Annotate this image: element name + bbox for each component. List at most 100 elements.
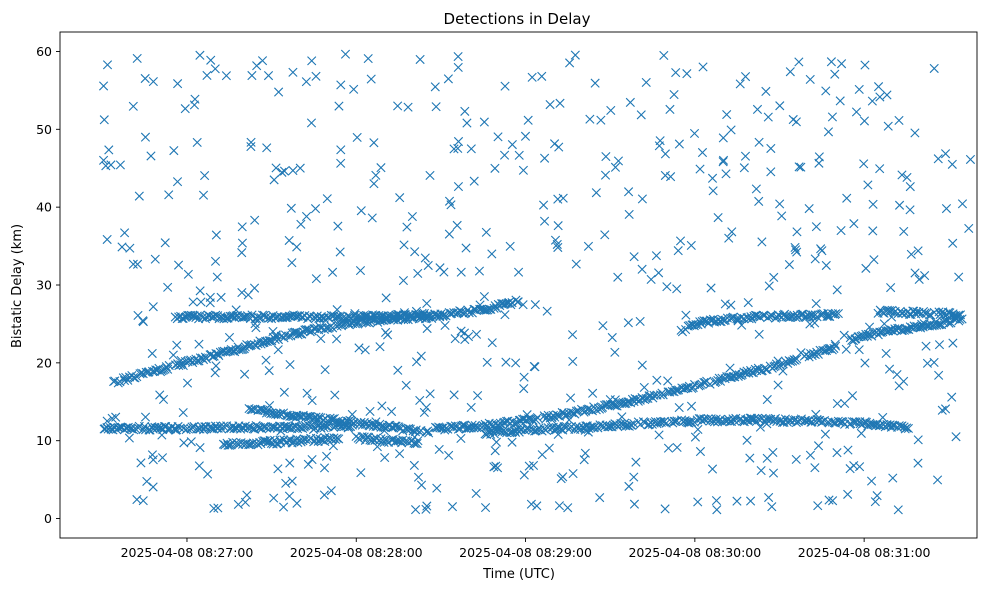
data-point-1544 (195, 286, 205, 296)
data-point-1669 (264, 366, 274, 376)
data-point-1515 (246, 141, 256, 152)
data-point-1167 (847, 417, 858, 427)
chart-title: Detections in Delay (444, 10, 591, 28)
data-point-1781 (132, 259, 143, 269)
data-point-1654 (778, 366, 788, 376)
data-point-1911 (762, 453, 772, 463)
data-point-1046 (623, 421, 633, 431)
data-point-1713 (322, 451, 332, 461)
y-axis-label: Bistatic Delay (km) (10, 224, 25, 348)
data-point-1500 (242, 490, 252, 500)
data-point-586 (783, 358, 793, 368)
data-point-1859 (910, 268, 920, 278)
data-point-1519 (150, 254, 160, 264)
data-point-1706 (929, 63, 939, 74)
data-point-1902 (213, 503, 223, 513)
data-point-618 (108, 425, 118, 435)
data-point-2014 (739, 163, 749, 173)
data-point-1548 (269, 493, 279, 503)
data-point-1835 (854, 84, 864, 95)
data-point-1714 (511, 358, 521, 368)
data-point-953 (397, 438, 407, 448)
data-point-1651 (706, 283, 716, 293)
data-point-1592 (519, 372, 529, 382)
data-point-1556 (914, 274, 924, 284)
data-point-564 (744, 368, 754, 378)
data-point-1569 (796, 348, 806, 358)
data-point-1462 (545, 100, 555, 110)
data-point-1528 (349, 84, 359, 94)
data-point-1883 (631, 457, 641, 467)
data-point-1435 (872, 491, 882, 501)
data-point-592 (792, 354, 802, 364)
data-point-1720 (766, 167, 776, 177)
data-point-244 (266, 314, 277, 324)
data-point-1670 (695, 446, 706, 457)
data-point-1973 (600, 170, 611, 180)
data-point-1568 (796, 162, 806, 172)
data-point-1793 (273, 345, 283, 355)
data-point-1565 (591, 188, 601, 198)
data-point-1853 (320, 365, 330, 375)
data-point-1717 (843, 489, 853, 499)
data-point-1567 (332, 305, 342, 315)
data-point-1733 (438, 311, 448, 321)
data-point-1920 (250, 215, 260, 225)
data-point-1840 (948, 338, 958, 348)
data-point-1995 (460, 106, 470, 116)
data-point-1684 (284, 491, 295, 501)
data-point-1891 (237, 222, 247, 232)
data-point-1799 (447, 502, 458, 512)
data-point-1287 (831, 309, 841, 319)
data-point-2002 (875, 164, 885, 174)
data-point-1698 (940, 149, 951, 159)
data-point-681 (218, 421, 229, 431)
data-point-1596 (411, 357, 422, 367)
data-point-2010 (821, 86, 831, 96)
data-point-200 (192, 311, 202, 321)
x-axis: 2025-04-08 08:27:00 2025-04-08 08:28:00 20… (121, 538, 931, 560)
data-point-1552 (695, 164, 705, 174)
data-point-1412 (183, 269, 193, 279)
data-point-1679 (380, 452, 390, 463)
data-point-1921 (288, 67, 298, 77)
data-point-519 (658, 390, 668, 400)
data-point-212 (213, 311, 223, 321)
data-point-28 (161, 362, 171, 372)
data-point-1972 (372, 442, 382, 452)
data-point-1817 (808, 312, 818, 322)
data-point-1954 (453, 181, 464, 192)
data-point-1602 (519, 470, 529, 480)
data-point-1810 (456, 433, 466, 444)
data-point-1947 (444, 450, 454, 460)
data-point-798 (318, 415, 328, 425)
data-point-1404 (832, 448, 842, 458)
data-point-1941 (120, 228, 130, 238)
data-point-1735 (637, 360, 647, 370)
data-point-1487 (104, 145, 114, 155)
data-point-1992 (805, 450, 816, 460)
data-point-1584 (347, 409, 357, 420)
data-point-1982 (490, 163, 500, 173)
y-tick-label-0: 0 (44, 511, 52, 526)
data-point-1024 (585, 422, 595, 432)
data-point-1600 (606, 105, 616, 115)
data-point-1696 (769, 272, 779, 282)
data-point-1790 (247, 70, 257, 81)
data-point-1819 (832, 398, 842, 409)
data-point-1163 (838, 417, 848, 427)
data-point-1897 (367, 213, 377, 223)
data-point-1932 (663, 376, 673, 386)
data-point-1497 (639, 382, 649, 393)
data-point-1571 (319, 490, 329, 500)
y-tick-label-1: 10 (36, 433, 52, 448)
data-point-1948 (240, 497, 250, 507)
data-point-1836 (737, 320, 747, 330)
data-point-1615 (777, 211, 787, 221)
data-point-2021 (610, 347, 620, 357)
y-tick-label-3: 30 (36, 278, 52, 293)
data-point-1915 (360, 345, 370, 355)
data-point-1724 (775, 199, 785, 209)
data-point-858 (424, 428, 434, 438)
data-point-659 (178, 423, 189, 433)
